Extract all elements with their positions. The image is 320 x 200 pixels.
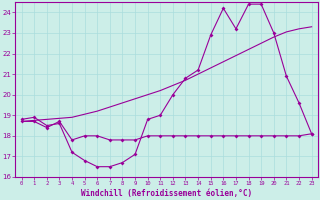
X-axis label: Windchill (Refroidissement éolien,°C): Windchill (Refroidissement éolien,°C) [81, 189, 252, 198]
